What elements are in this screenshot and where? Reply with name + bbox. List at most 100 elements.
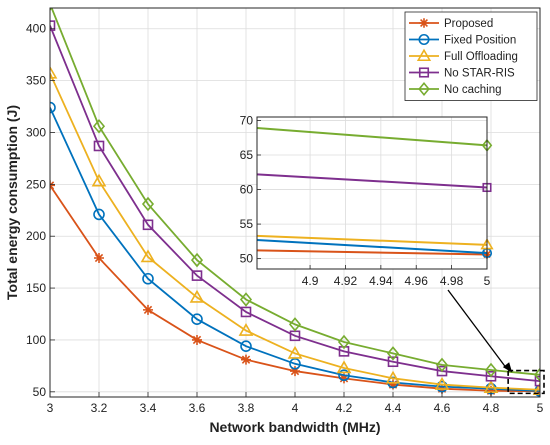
inset-chart: 4.9 4.92 4.94 4.96 4.98 5 50 55 60 65 70 [240, 113, 494, 288]
triangle-marker [50, 65, 58, 79]
series-line [50, 8, 540, 376]
diamond-marker [337, 334, 351, 350]
inset-x-tick-label: 4.94 [369, 274, 393, 288]
star-marker [94, 252, 104, 263]
inset-x-tick-label: 5 [484, 274, 491, 288]
circle-marker [50, 101, 56, 114]
circle-marker [93, 208, 105, 221]
x-tick-label: 4 [292, 401, 299, 415]
x-tick-label: 5 [537, 401, 544, 415]
circle-marker [289, 358, 301, 370]
square-marker [240, 306, 252, 318]
legend-label: No STAR-RIS [444, 68, 515, 80]
y-tick-label: 150 [26, 281, 46, 295]
triangle-marker [434, 376, 450, 390]
legend-label: No caching [444, 84, 502, 96]
y-tick-label: 300 [26, 125, 46, 139]
triangle-marker [140, 249, 156, 263]
star-marker [486, 385, 496, 396]
star-marker [290, 366, 300, 377]
x-tick-label: 3.2 [91, 401, 108, 415]
series-no-caching [50, 8, 540, 383]
main-series [50, 8, 540, 397]
y-axis-title: Total energy consumption (J) [4, 105, 20, 300]
circle-marker [142, 272, 154, 285]
legend-entry: Proposed [409, 18, 493, 30]
star-marker [388, 379, 398, 390]
circle-marker [338, 369, 350, 382]
star-marker [192, 334, 202, 345]
inset-series-line [256, 234, 488, 246]
x-tick-label: 3 [47, 401, 54, 415]
diamond-marker [435, 357, 449, 373]
inset-y-tick-label: 55 [240, 217, 254, 231]
inset-y-tick-label: 70 [240, 113, 254, 127]
series-line [50, 107, 540, 392]
star-marker [339, 373, 349, 384]
y-tick-label: 400 [26, 22, 46, 36]
inset-y-tick-label: 50 [240, 252, 254, 266]
star-marker [143, 304, 153, 315]
star-marker [419, 18, 429, 28]
circle-marker [418, 33, 430, 46]
triangle-marker [385, 370, 401, 384]
triangle-marker [189, 289, 205, 303]
legend-label: Proposed [444, 18, 493, 30]
inset-series-line [256, 173, 488, 189]
inset-x-tick-label: 4.92 [334, 274, 358, 288]
x-tick-label: 4.4 [385, 401, 402, 415]
x-tick-label: 3.8 [238, 401, 255, 415]
main-series-clip [50, 8, 540, 397]
x-tick-label: 4.2 [336, 401, 353, 415]
triangle-marker [287, 345, 303, 359]
y-tick-label: 100 [26, 333, 46, 347]
diamond-marker [418, 81, 430, 97]
inset-y-tick-label: 65 [240, 148, 254, 162]
inset-series-line [256, 127, 488, 147]
x-tick-label: 4.8 [483, 401, 500, 415]
inset-y-tick-label: 60 [240, 183, 254, 197]
x-tick-label: 3.4 [140, 401, 157, 415]
legend-label: Fixed Position [444, 35, 516, 47]
diamond-marker [484, 362, 498, 378]
diamond-marker [386, 346, 400, 361]
inset-x-tick-label: 4.9 [302, 274, 319, 288]
inset-series-line [256, 238, 488, 255]
square-marker [418, 67, 430, 78]
triangle-marker [416, 48, 432, 62]
circle-marker [191, 313, 203, 326]
triangle-marker [91, 173, 107, 187]
triangle-marker [336, 360, 352, 374]
y-tick-label: 250 [26, 177, 46, 191]
inset-series-line [256, 249, 488, 256]
x-tick-label: 4.6 [434, 401, 451, 415]
series-line [50, 25, 540, 383]
circle-marker [240, 340, 252, 352]
main-ticks: 3 3.2 3.4 3.6 3.8 4 4.2 4.4 4.6 4.8 5 50 100 150 200 25… [26, 22, 544, 415]
diamond-marker [92, 119, 106, 134]
x-tick-label: 3.6 [189, 401, 206, 415]
y-tick-label: 50 [33, 385, 47, 399]
y-tick-label: 350 [26, 74, 46, 88]
star-marker [241, 354, 251, 365]
x-axis-title: Network bandwidth (MHz) [209, 419, 380, 435]
y-tick-label: 200 [26, 229, 46, 243]
square-marker [436, 365, 448, 377]
legend-entry: No STAR-RIS [409, 67, 515, 80]
square-marker [142, 219, 154, 231]
square-marker [50, 20, 56, 31]
square-marker [93, 140, 105, 152]
square-marker [191, 270, 203, 281]
inset-x-tick-label: 4.98 [440, 274, 464, 288]
series-full-offloading [50, 65, 540, 396]
inset-frame [256, 116, 488, 270]
square-marker [485, 370, 497, 382]
legend-entry: No caching [409, 81, 502, 97]
legend-entry: Fixed Position [409, 33, 516, 47]
triangle-marker [238, 322, 254, 336]
zoom-arrowhead [502, 362, 513, 373]
zoom-arrow [447, 289, 506, 367]
diamond-marker [288, 317, 302, 332]
